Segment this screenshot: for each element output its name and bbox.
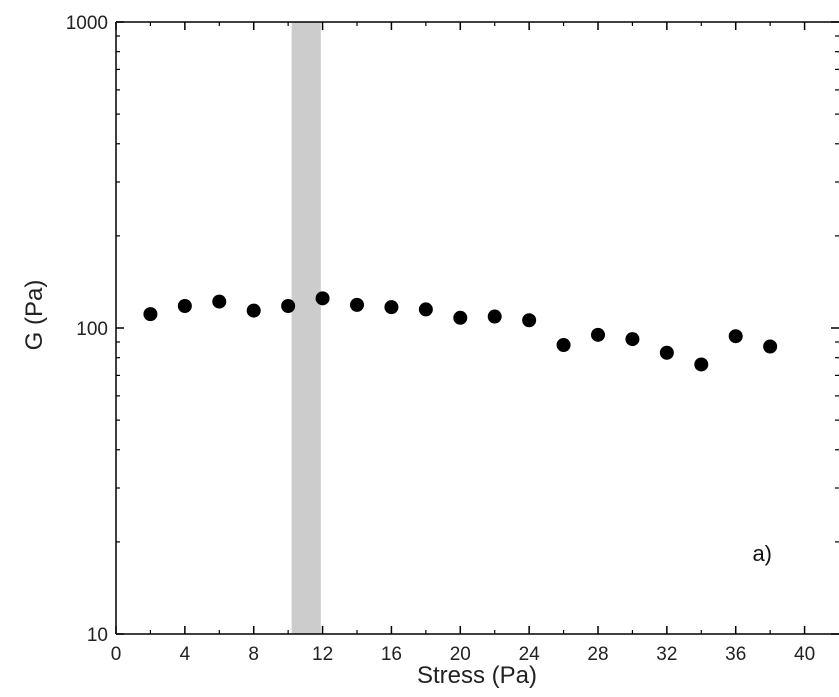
x-tick-label: 24: [519, 644, 541, 665]
x-tick-label: 28: [587, 644, 608, 665]
x-axis-title: Stress (Pa): [417, 662, 537, 689]
data-point: [384, 300, 399, 315]
data-point: [625, 332, 640, 347]
data-points-layer: [143, 291, 778, 372]
data-point: [763, 339, 778, 354]
y-axis-title: G (Pa): [21, 280, 48, 351]
x-tick-label: 16: [381, 644, 402, 665]
data-point: [694, 357, 709, 372]
data-point: [177, 299, 192, 314]
x-tick-label: 36: [725, 644, 746, 665]
y-tick-label: 100: [76, 319, 108, 340]
panel-annotation: a): [752, 541, 772, 566]
x-tick-label: 12: [312, 644, 333, 665]
x-tick-label: 20: [450, 644, 471, 665]
y-tick-label: 1000: [66, 13, 108, 34]
data-point: [315, 291, 330, 306]
data-point: [212, 294, 227, 309]
x-tick-label: 4: [180, 644, 191, 665]
data-point: [453, 310, 468, 325]
x-tick-label: 32: [656, 644, 677, 665]
data-point: [728, 329, 743, 344]
shaded-band-layer: [291, 22, 321, 634]
x-tick-label: 0: [111, 644, 122, 665]
ticks-layer: [115, 21, 839, 635]
data-point: [556, 337, 571, 352]
data-point: [246, 303, 261, 318]
data-point: [659, 345, 674, 360]
shaded-band: [291, 22, 321, 634]
data-point: [522, 313, 537, 328]
data-point: [281, 299, 296, 314]
data-point: [143, 307, 158, 322]
data-point: [418, 302, 433, 317]
tick-labels-layer: 0 4 8 12 16 20 24 28 32 36 40 10 100 1000: [66, 13, 815, 665]
data-point: [350, 297, 364, 312]
x-tick-label: 8: [248, 644, 259, 665]
data-point: [591, 327, 605, 342]
data-point: [487, 309, 502, 324]
x-tick-label: 40: [794, 644, 815, 665]
y-tick-label: 10: [87, 625, 108, 646]
